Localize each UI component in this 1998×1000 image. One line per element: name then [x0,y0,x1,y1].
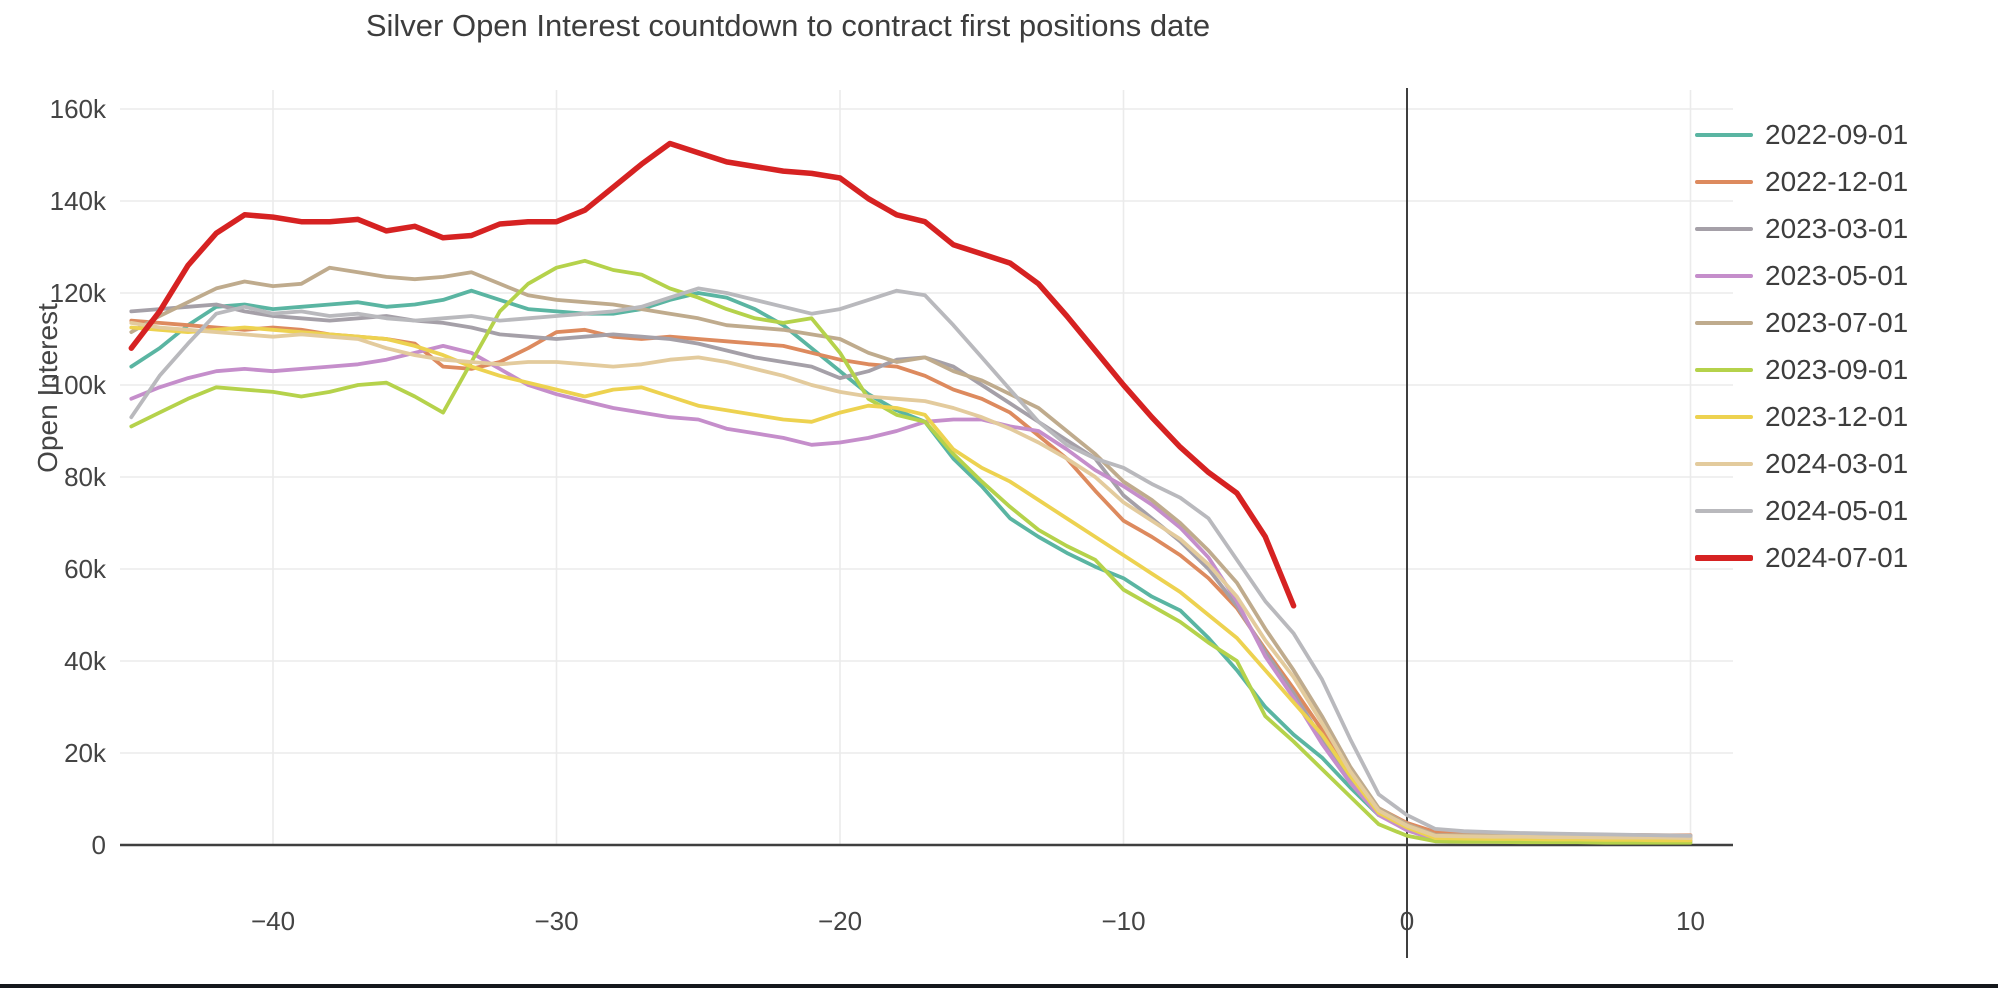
legend-item-2023-03-01[interactable]: 2023-03-01 [1695,205,1908,252]
legend-label: 2024-07-01 [1765,541,1909,573]
legend-item-2024-05-01[interactable]: 2024-05-01 [1695,487,1908,534]
x-tick-label: −10 [1101,906,1145,936]
y-tick-label: 160k [50,94,107,124]
legend-label: 2023-09-01 [1765,353,1909,385]
chart-title: Silver Open Interest countdown to contra… [365,8,1211,43]
legend-swatch [1695,508,1753,513]
y-tick-label: 140k [50,186,107,216]
series-line-2024-07-01 [128,140,1297,609]
legend-item-2022-09-01[interactable]: 2022-09-01 [1695,111,1908,158]
legend-swatch [1695,226,1753,231]
series-line-2024-05-01 [129,286,1693,838]
x-tick-label: −20 [818,906,862,936]
legend-item-2023-12-01[interactable]: 2023-12-01 [1695,393,1908,440]
legend-swatch [1695,179,1753,184]
series-line-2022-12-01 [129,318,1693,838]
legend-item-2023-07-01[interactable]: 2023-07-01 [1695,299,1908,346]
legend-label: 2023-12-01 [1765,400,1909,432]
x-tick-label: −30 [534,906,578,936]
x-tick-label: −40 [251,906,295,936]
legend-swatch [1695,461,1753,466]
legend-label: 2022-09-01 [1765,118,1909,150]
legend-swatch [1695,273,1753,278]
y-tick-label: 120k [50,278,107,308]
series-line-2022-09-01 [129,288,1693,843]
legend-item-2024-07-01[interactable]: 2024-07-01 [1695,534,1908,581]
y-tick-label: 20k [64,738,107,768]
bottom-divider [0,984,1998,988]
legend-label: 2023-03-01 [1765,212,1909,244]
legend-swatch [1695,320,1753,325]
series-line-2023-12-01 [129,325,1693,843]
y-tick-label: 100k [50,370,107,400]
series-line-2024-03-01 [129,320,1693,840]
legend-swatch [1695,367,1753,372]
series-line-2023-07-01 [129,265,1693,840]
series-line-2023-09-01 [129,258,1693,845]
legend-item-2022-12-01[interactable]: 2022-12-01 [1695,158,1908,205]
legend-swatch [1695,132,1753,137]
y-tick-label: 80k [64,462,107,492]
y-tick-label: 0 [92,830,106,860]
y-tick-label: 40k [64,646,107,676]
chart-legend: 2022-09-01 2022-12-01 2023-03-01 2023-05-01… [1695,111,1908,581]
legend-item-2023-09-01[interactable]: 2023-09-01 [1695,346,1908,393]
legend-item-2024-03-01[interactable]: 2024-03-01 [1695,440,1908,487]
legend-item-2023-05-01[interactable]: 2023-05-01 [1695,252,1908,299]
legend-label: 2024-05-01 [1765,494,1909,526]
x-tick-label: 10 [1676,906,1705,936]
legend-label: 2022-12-01 [1765,165,1909,197]
legend-swatch [1695,554,1753,561]
legend-swatch [1695,414,1753,419]
legend-label: 2023-07-01 [1765,306,1909,338]
legend-label: 2024-03-01 [1765,447,1909,479]
legend-label: 2023-05-01 [1765,259,1909,291]
y-tick-label: 60k [64,554,107,584]
